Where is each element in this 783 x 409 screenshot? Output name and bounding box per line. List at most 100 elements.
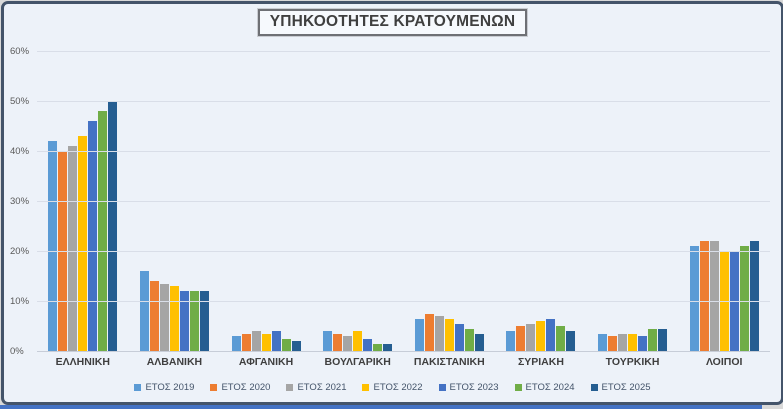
bar (739, 246, 749, 351)
gridline-10 (37, 301, 770, 302)
bar (139, 271, 149, 351)
y-tick-label-50: 50% (10, 96, 30, 107)
chart-area: ΥΠΗΚΟΟΤΗΤΕΣ ΚΡΑΤΟΥΜΕΝΩΝ 0% 10% 20% 30% 40% 50… (4, 4, 781, 402)
bar (689, 246, 699, 351)
bar (709, 241, 719, 351)
legend-item-2: ΕΤΟΣ 2020 (210, 382, 270, 393)
category-label-3: ΑΦΓΑΝΙΚΗ (238, 356, 294, 368)
gridline-40 (37, 151, 770, 152)
bar (333, 333, 343, 351)
bar-group-3 (220, 51, 312, 351)
bar (231, 336, 241, 351)
bar (526, 323, 536, 351)
bar (199, 291, 209, 351)
bar (149, 281, 159, 351)
category-label-6: ΣΥΡΙΑΚΗ (517, 356, 564, 368)
bar (159, 283, 169, 351)
bar (566, 331, 576, 351)
y-tick-label-30: 30% (10, 196, 30, 207)
bar (618, 333, 628, 351)
legend-item-3: ΕΤΟΣ 2021 (286, 382, 346, 393)
legend-label: ΕΤΟΣ 2024 (525, 382, 575, 393)
legend-label: ΕΤΟΣ 2023 (449, 382, 499, 393)
bar (78, 136, 88, 351)
category-label-5: ΠΑΚΙΣΤΑΝΙΚΗ (413, 356, 485, 368)
bar (464, 328, 474, 351)
bar (179, 291, 189, 351)
bar (363, 338, 373, 351)
bar (383, 343, 393, 351)
bar (241, 333, 251, 351)
bar (658, 328, 668, 351)
legend-swatch-icon (590, 384, 598, 391)
bar (474, 333, 484, 351)
category-label-7: ΤΟΥΡΚΙΚΗ (605, 356, 660, 368)
x-axis-line (37, 351, 770, 352)
y-tick-label-0: 0% (10, 346, 24, 357)
category-label-1: ΕΛΛΗΝΙΚΗ (55, 356, 110, 368)
bar (546, 318, 556, 351)
gridline-30 (37, 201, 770, 202)
bar (108, 101, 118, 351)
legend-item-1: ΕΤΟΣ 2019 (134, 382, 194, 393)
chart-legend: ΕΤΟΣ 2019 ΕΤΟΣ 2020 ΕΤΟΣ 2021 ΕΤΟΣ 2022 ΕΤΟΣ… (4, 382, 781, 393)
bar (648, 328, 658, 351)
y-tick-label-40: 40% (10, 146, 30, 157)
bar (506, 331, 516, 351)
chart-title-box: ΥΠΗΚΟΟΤΗΤΕΣ ΚΡΑΤΟΥΜΕΝΩΝ (256, 8, 529, 37)
gridline-50 (37, 101, 770, 102)
bar-group-2 (129, 51, 221, 351)
bar (749, 241, 759, 351)
legend-label: ΕΤΟΣ 2019 (145, 382, 195, 393)
legend-item-5: ΕΤΟΣ 2023 (438, 382, 499, 393)
legend-swatch-icon (134, 384, 142, 391)
bar (699, 241, 709, 351)
bar-group-4 (312, 51, 404, 351)
bar (261, 333, 271, 351)
bar (414, 318, 424, 351)
bar (536, 321, 546, 351)
bar (598, 333, 608, 351)
bar (88, 121, 98, 351)
y-tick-label-60: 60% (10, 46, 30, 57)
bar-group-5 (404, 51, 496, 351)
category-label-8: ΛΟΙΠΟΙ (705, 356, 743, 368)
plot-area (37, 51, 770, 352)
bar (434, 316, 444, 351)
legend-label: ΕΤΟΣ 2025 (601, 382, 651, 393)
legend-label: ΕΤΟΣ 2021 (297, 382, 347, 393)
bar (556, 326, 566, 351)
chart-title-wrap: ΥΠΗΚΟΟΤΗΤΕΣ ΚΡΑΤΟΥΜΕΝΩΝ (4, 8, 781, 37)
bar (169, 286, 179, 351)
bar (98, 111, 108, 351)
gridline-60 (37, 51, 770, 52)
legend-swatch-icon (210, 384, 218, 391)
bar (353, 331, 363, 351)
legend-swatch-icon (286, 384, 294, 391)
bar (189, 291, 199, 351)
gridline-20 (37, 251, 770, 252)
bottom-edge-strip (0, 405, 762, 409)
chart-title: ΥΠΗΚΟΟΤΗΤΕΣ ΚΡΑΤΟΥΜΕΝΩΝ (269, 13, 516, 30)
bar (48, 141, 58, 351)
bar (251, 331, 261, 351)
bar (628, 333, 638, 351)
bar (608, 336, 618, 351)
bar (271, 331, 281, 351)
x-axis-category-labels: ΕΛΛΗΝΙΚΗ ΑΛΒΑΝΙΚΗ ΑΦΓΑΝΙΚΗ ΒΟΥΛΓΑΡΙΚΗ ΠΑΚΙΣΤ… (37, 356, 770, 368)
y-tick-label-10: 10% (10, 296, 30, 307)
legend-item-7: ΕΤΟΣ 2025 (590, 382, 651, 393)
legend-swatch-icon (362, 384, 370, 391)
bar (424, 313, 434, 351)
bar (291, 341, 301, 351)
legend-swatch-icon (438, 384, 446, 391)
bar (638, 336, 648, 351)
bar (323, 331, 333, 351)
bar (281, 338, 291, 351)
legend-label: ΕΤΟΣ 2022 (373, 382, 423, 393)
bar (68, 146, 78, 351)
bar-group-7 (587, 51, 679, 351)
bar (343, 336, 353, 351)
